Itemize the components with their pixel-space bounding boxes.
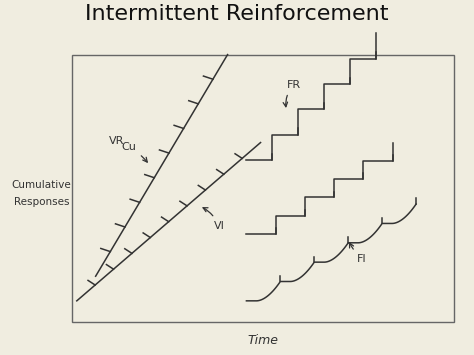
Text: Time: Time <box>247 334 278 347</box>
Text: Intermittent Reinforcement: Intermittent Reinforcement <box>85 4 389 24</box>
Text: VI: VI <box>203 208 224 231</box>
Text: VR: VR <box>109 136 125 146</box>
Bar <box>72 55 454 322</box>
Text: FR: FR <box>283 80 301 107</box>
Text: Responses: Responses <box>14 197 69 207</box>
Text: Cu: Cu <box>121 142 147 162</box>
Text: FI: FI <box>349 243 367 264</box>
Text: Cumulative: Cumulative <box>11 180 71 190</box>
